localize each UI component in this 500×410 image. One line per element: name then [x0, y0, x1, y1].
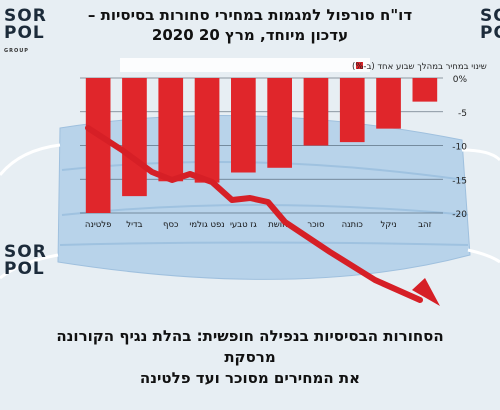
- ear-loop: [0, 253, 59, 280]
- y-tick-label: -10: [452, 143, 467, 153]
- bar: [231, 78, 256, 173]
- headline-line-1: הסחורות הבסיסיות בנפילה חופשית: בהלת נגי…: [56, 327, 444, 366]
- x-tick-label: נפט גולמי: [189, 220, 224, 230]
- x-tick-label: סוכר: [307, 220, 325, 230]
- bar: [158, 78, 184, 182]
- headline-line-2: את המחירים מסוכר ועד פלטינה: [139, 369, 361, 387]
- report-title: דו"ח סורפול למגמות במחירי סחורות בסיסיות…: [40, 6, 460, 44]
- title-line-1: דו"ח סורפול למגמות במחירי סחורות בסיסיות…: [87, 6, 413, 24]
- bar: [267, 78, 292, 168]
- ear-loop: [0, 143, 61, 176]
- legend-label: שינוי במחיר במהלך שבוע אחד (ב-%): [352, 62, 487, 72]
- bar: [85, 78, 111, 213]
- x-tick-label: כסף: [163, 220, 179, 230]
- ear-loop: [467, 248, 500, 264]
- sorpol-logo-watermark: SOR POL: [4, 242, 47, 279]
- x-tick-label: פלטינה: [85, 220, 112, 230]
- mask-pleat: [61, 204, 469, 216]
- x-tick-label: זהב: [418, 220, 431, 230]
- bar: [376, 78, 401, 129]
- y-tick-label: 0%: [453, 75, 468, 85]
- headline: הסחורות הבסיסיות בנפילה חופשית: בהלת נגי…: [30, 326, 470, 389]
- legend-box: [120, 58, 370, 72]
- mask-pleat: [61, 161, 466, 181]
- decline-arrow: [85, 125, 423, 303]
- bar: [339, 78, 365, 143]
- y-tick-label: -20: [452, 210, 467, 220]
- bar: [412, 78, 438, 102]
- sorpol-logo-cropped: SOR POL: [480, 8, 500, 42]
- mask-pleat: [59, 241, 469, 246]
- x-tick-label: גז טבעי: [230, 220, 257, 230]
- x-tick-label: נחושת: [268, 220, 291, 230]
- bar: [194, 78, 220, 183]
- title-line-2: עדכון מיוחד, מרץ 20 2020: [151, 26, 349, 44]
- x-tick-label: כותנה: [342, 220, 364, 230]
- sorpol-logo: SOR POL GROUP: [4, 6, 47, 55]
- x-tick-label: בדיל: [126, 220, 142, 230]
- x-tick-label: ניקל: [380, 220, 396, 230]
- ear-loop: [461, 148, 500, 162]
- decline-arrowhead: [412, 278, 440, 306]
- y-tick-label: -15: [452, 176, 467, 186]
- legend-swatch: [356, 62, 363, 69]
- bar: [122, 78, 147, 197]
- y-tick-label: -5: [458, 109, 467, 119]
- bar: [303, 78, 329, 146]
